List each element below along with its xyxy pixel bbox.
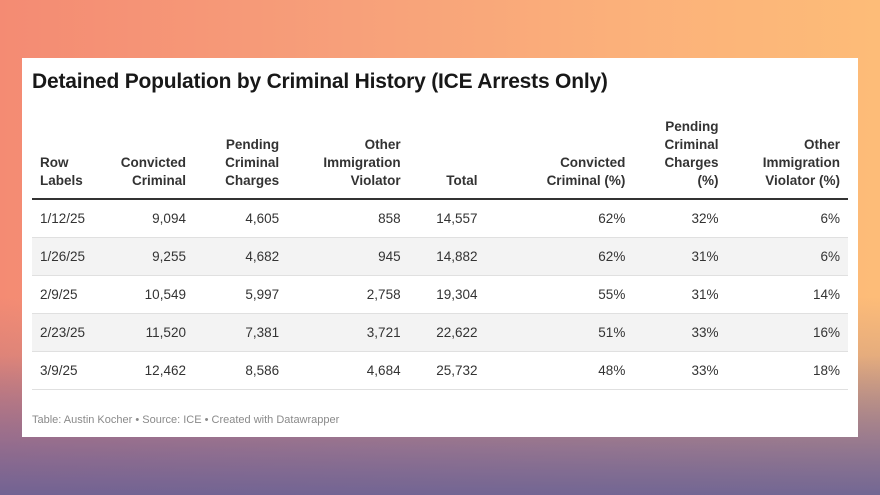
header-row: Row Labels Convicted Criminal Pending Crimi… — [32, 118, 848, 200]
column-header-line: Labels — [40, 173, 83, 188]
column-header-line: (%) — [697, 173, 719, 188]
table-cell: 8,586 — [193, 351, 288, 390]
column-header-line: Immigration — [323, 155, 401, 170]
table-card: Detained Population by Criminal History … — [22, 58, 858, 437]
table-cell: 6% — [726, 237, 848, 276]
column-header: Total — [408, 118, 486, 200]
table-cell: 2,758 — [287, 275, 409, 314]
table-cell: 18% — [726, 351, 848, 390]
table-cell: 55% — [485, 275, 634, 314]
column-header-line: Immigration — [762, 155, 840, 170]
column-header-line: Total — [446, 173, 478, 188]
table-cell: 3,721 — [287, 313, 409, 352]
column-header-line: Criminal (%) — [546, 173, 626, 188]
row-label-cell: 2/9/25 — [32, 275, 107, 314]
table-cell: 51% — [485, 313, 634, 352]
table-cell: 62% — [485, 237, 634, 276]
table-cell: 7,381 — [193, 313, 288, 352]
table-cell: 22,622 — [408, 313, 486, 352]
table-cell: 10,549 — [106, 275, 194, 314]
table-cell: 12,462 — [106, 351, 194, 390]
column-header: Convicted Criminal — [106, 118, 194, 200]
table-row: 2/23/25 11,520 7,381 3,721 22,622 51% 33% 16% — [32, 313, 848, 352]
column-header-line: Convicted — [120, 155, 186, 170]
table-cell: 5,997 — [193, 275, 288, 314]
column-header-line: Criminal — [664, 137, 719, 152]
column-header: Pending Criminal Charges — [193, 118, 288, 200]
table-row: 2/9/25 10,549 5,997 2,758 19,304 55% 31% 14% — [32, 275, 848, 314]
table-row: 1/12/25 9,094 4,605 858 14,557 62% 32% 6% — [32, 199, 848, 238]
column-header-line: Charges — [664, 155, 719, 170]
table-cell: 62% — [485, 199, 634, 238]
row-label-cell: 1/12/25 — [32, 199, 107, 238]
table-cell: 31% — [633, 275, 727, 314]
column-header-line: Convicted — [560, 155, 626, 170]
column-header-line: Pending — [665, 119, 719, 134]
column-header: Pending Criminal Charges (%) — [633, 118, 727, 200]
column-header-line: Pending — [225, 137, 280, 152]
row-label-cell: 2/23/25 — [32, 313, 107, 352]
table-cell: 19,304 — [408, 275, 486, 314]
row-label-cell: 3/9/25 — [32, 351, 107, 390]
table-cell: 14,882 — [408, 237, 486, 276]
column-header-line: Other — [364, 137, 401, 152]
column-header: Other Immigration Violator (%) — [726, 118, 848, 200]
table-footer: Table: Austin Kocher • Source: ICE • Cre… — [32, 414, 340, 426]
row-label-cell: 1/26/25 — [32, 237, 107, 276]
column-header-line: Violator (%) — [765, 173, 840, 188]
table-cell: 14% — [726, 275, 848, 314]
column-header-line: Other — [803, 137, 840, 152]
column-header-line: Charges — [225, 173, 280, 188]
table-cell: 33% — [633, 313, 727, 352]
column-header: Convicted Criminal (%) — [485, 118, 634, 200]
table-cell: 25,732 — [408, 351, 486, 390]
data-table: Row Labels Convicted Criminal Pending Crimi… — [32, 118, 848, 390]
table-cell: 4,682 — [193, 237, 288, 276]
table-cell: 33% — [633, 351, 727, 390]
table-title: Detained Population by Criminal History … — [32, 70, 608, 93]
table-cell: 14,557 — [408, 199, 486, 238]
table-cell: 945 — [287, 237, 409, 276]
column-header-line: Criminal — [131, 173, 186, 188]
table-cell: 9,255 — [106, 237, 194, 276]
table-cell: 4,684 — [287, 351, 409, 390]
table-row: 3/9/25 12,462 8,586 4,684 25,732 48% 33% 18% — [32, 351, 848, 390]
table-cell: 48% — [485, 351, 634, 390]
column-header: Other Immigration Violator — [287, 118, 409, 200]
table-cell: 31% — [633, 237, 727, 276]
column-header-line: Violator — [350, 173, 401, 188]
table-cell: 6% — [726, 199, 848, 238]
table-cell: 32% — [633, 199, 727, 238]
column-header: Row Labels — [32, 118, 107, 200]
table-cell: 4,605 — [193, 199, 288, 238]
column-header-line: Row — [40, 155, 69, 170]
table-cell: 858 — [287, 199, 409, 238]
table-cell: 9,094 — [106, 199, 194, 238]
table-cell: 11,520 — [106, 313, 194, 352]
column-header-line: Criminal — [225, 155, 280, 170]
table-cell: 16% — [726, 313, 848, 352]
table-row: 1/26/25 9,255 4,682 945 14,882 62% 31% 6% — [32, 237, 848, 276]
